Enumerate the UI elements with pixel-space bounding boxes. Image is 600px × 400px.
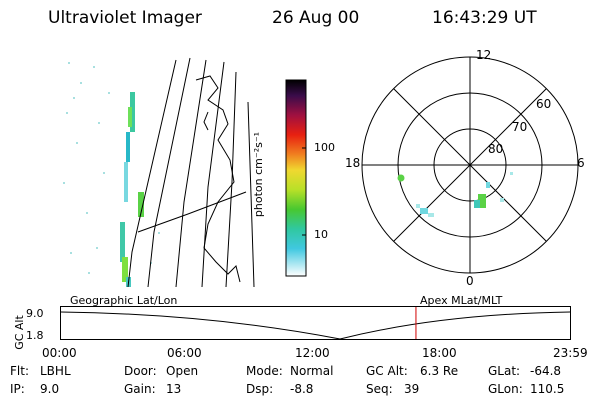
colorbar-tick-100: 100 (314, 141, 335, 154)
info-gain-label: Gain: (124, 382, 156, 396)
info-ip-label: IP: (10, 382, 25, 396)
polar-lat-60-label: 60 (536, 97, 552, 111)
polar-mlt-12-label: 12 (476, 48, 492, 62)
info-flt-value: LBHL (40, 364, 71, 378)
polar-mlt-18-label: 18 (345, 156, 361, 170)
info-glat-value: -64.8 (530, 364, 562, 378)
timeline-x-tick-0000: 00:00 (42, 346, 77, 360)
timeline-x-tick-1200: 12:00 (295, 346, 330, 360)
info-door-value: Open (166, 364, 199, 378)
info-gain-value: 13 (166, 382, 182, 396)
info-ip-value: 9.0 (40, 382, 60, 396)
timeline-x-tick-1800: 18:00 (422, 346, 457, 360)
image-date: 26 Aug 00 (272, 8, 360, 28)
timeline-y-tick-1-8: 1.8 (26, 329, 44, 342)
colorbar-scale (285, 79, 307, 277)
polar-lat-70-label: 70 (512, 120, 528, 134)
timeline-left-title: Geographic Lat/Lon (70, 294, 178, 307)
polar-plot (361, 56, 579, 274)
info-glat-label: GLat: (488, 364, 521, 378)
timeline-x-tick-0600: 06:00 (167, 346, 202, 360)
timeline-y-tick-9: 9.0 (26, 307, 44, 320)
polar-aurora-emission (397, 172, 513, 217)
geographic-map-panel (63, 57, 255, 288)
info-glon-label: GLon: (488, 382, 523, 396)
timeline-x-tick-2359: 23:59 (553, 346, 588, 360)
aurora-emission-streak (120, 92, 144, 287)
info-gcalt-label: GC Alt: (366, 364, 408, 378)
info-dsp-label: Dsp: (246, 382, 274, 396)
polar-mlt-6-label: 6 (577, 156, 585, 170)
info-flt-label: Flt: (10, 364, 29, 378)
timeline-y-axis-label: GC Alt (12, 315, 26, 350)
info-seq-label: Seq: (366, 382, 393, 396)
info-mode-label: Mode: (246, 364, 283, 378)
info-gcalt-value: 6.3 Re (420, 364, 459, 378)
image-time: 16:43:29 UT (432, 8, 537, 28)
colorbar-unit-label: photon cm⁻²s⁻¹ (252, 131, 266, 218)
polar-lat-80-label: 80 (488, 142, 504, 156)
timeline-altitude-plot (60, 306, 571, 340)
timeline-right-title: Apex MLat/MLT (420, 294, 503, 307)
colorbar-tick-10: 10 (314, 228, 328, 241)
info-door-label: Door: (124, 364, 157, 378)
info-glon-value: 110.5 (530, 382, 565, 396)
polar-mlt-0-label: 0 (466, 274, 474, 288)
instrument-title: Ultraviolet Imager (48, 8, 202, 28)
info-dsp-value: -8.8 (290, 382, 314, 396)
info-seq-value: 39 (404, 382, 420, 396)
info-mode-value: Normal (290, 364, 334, 378)
